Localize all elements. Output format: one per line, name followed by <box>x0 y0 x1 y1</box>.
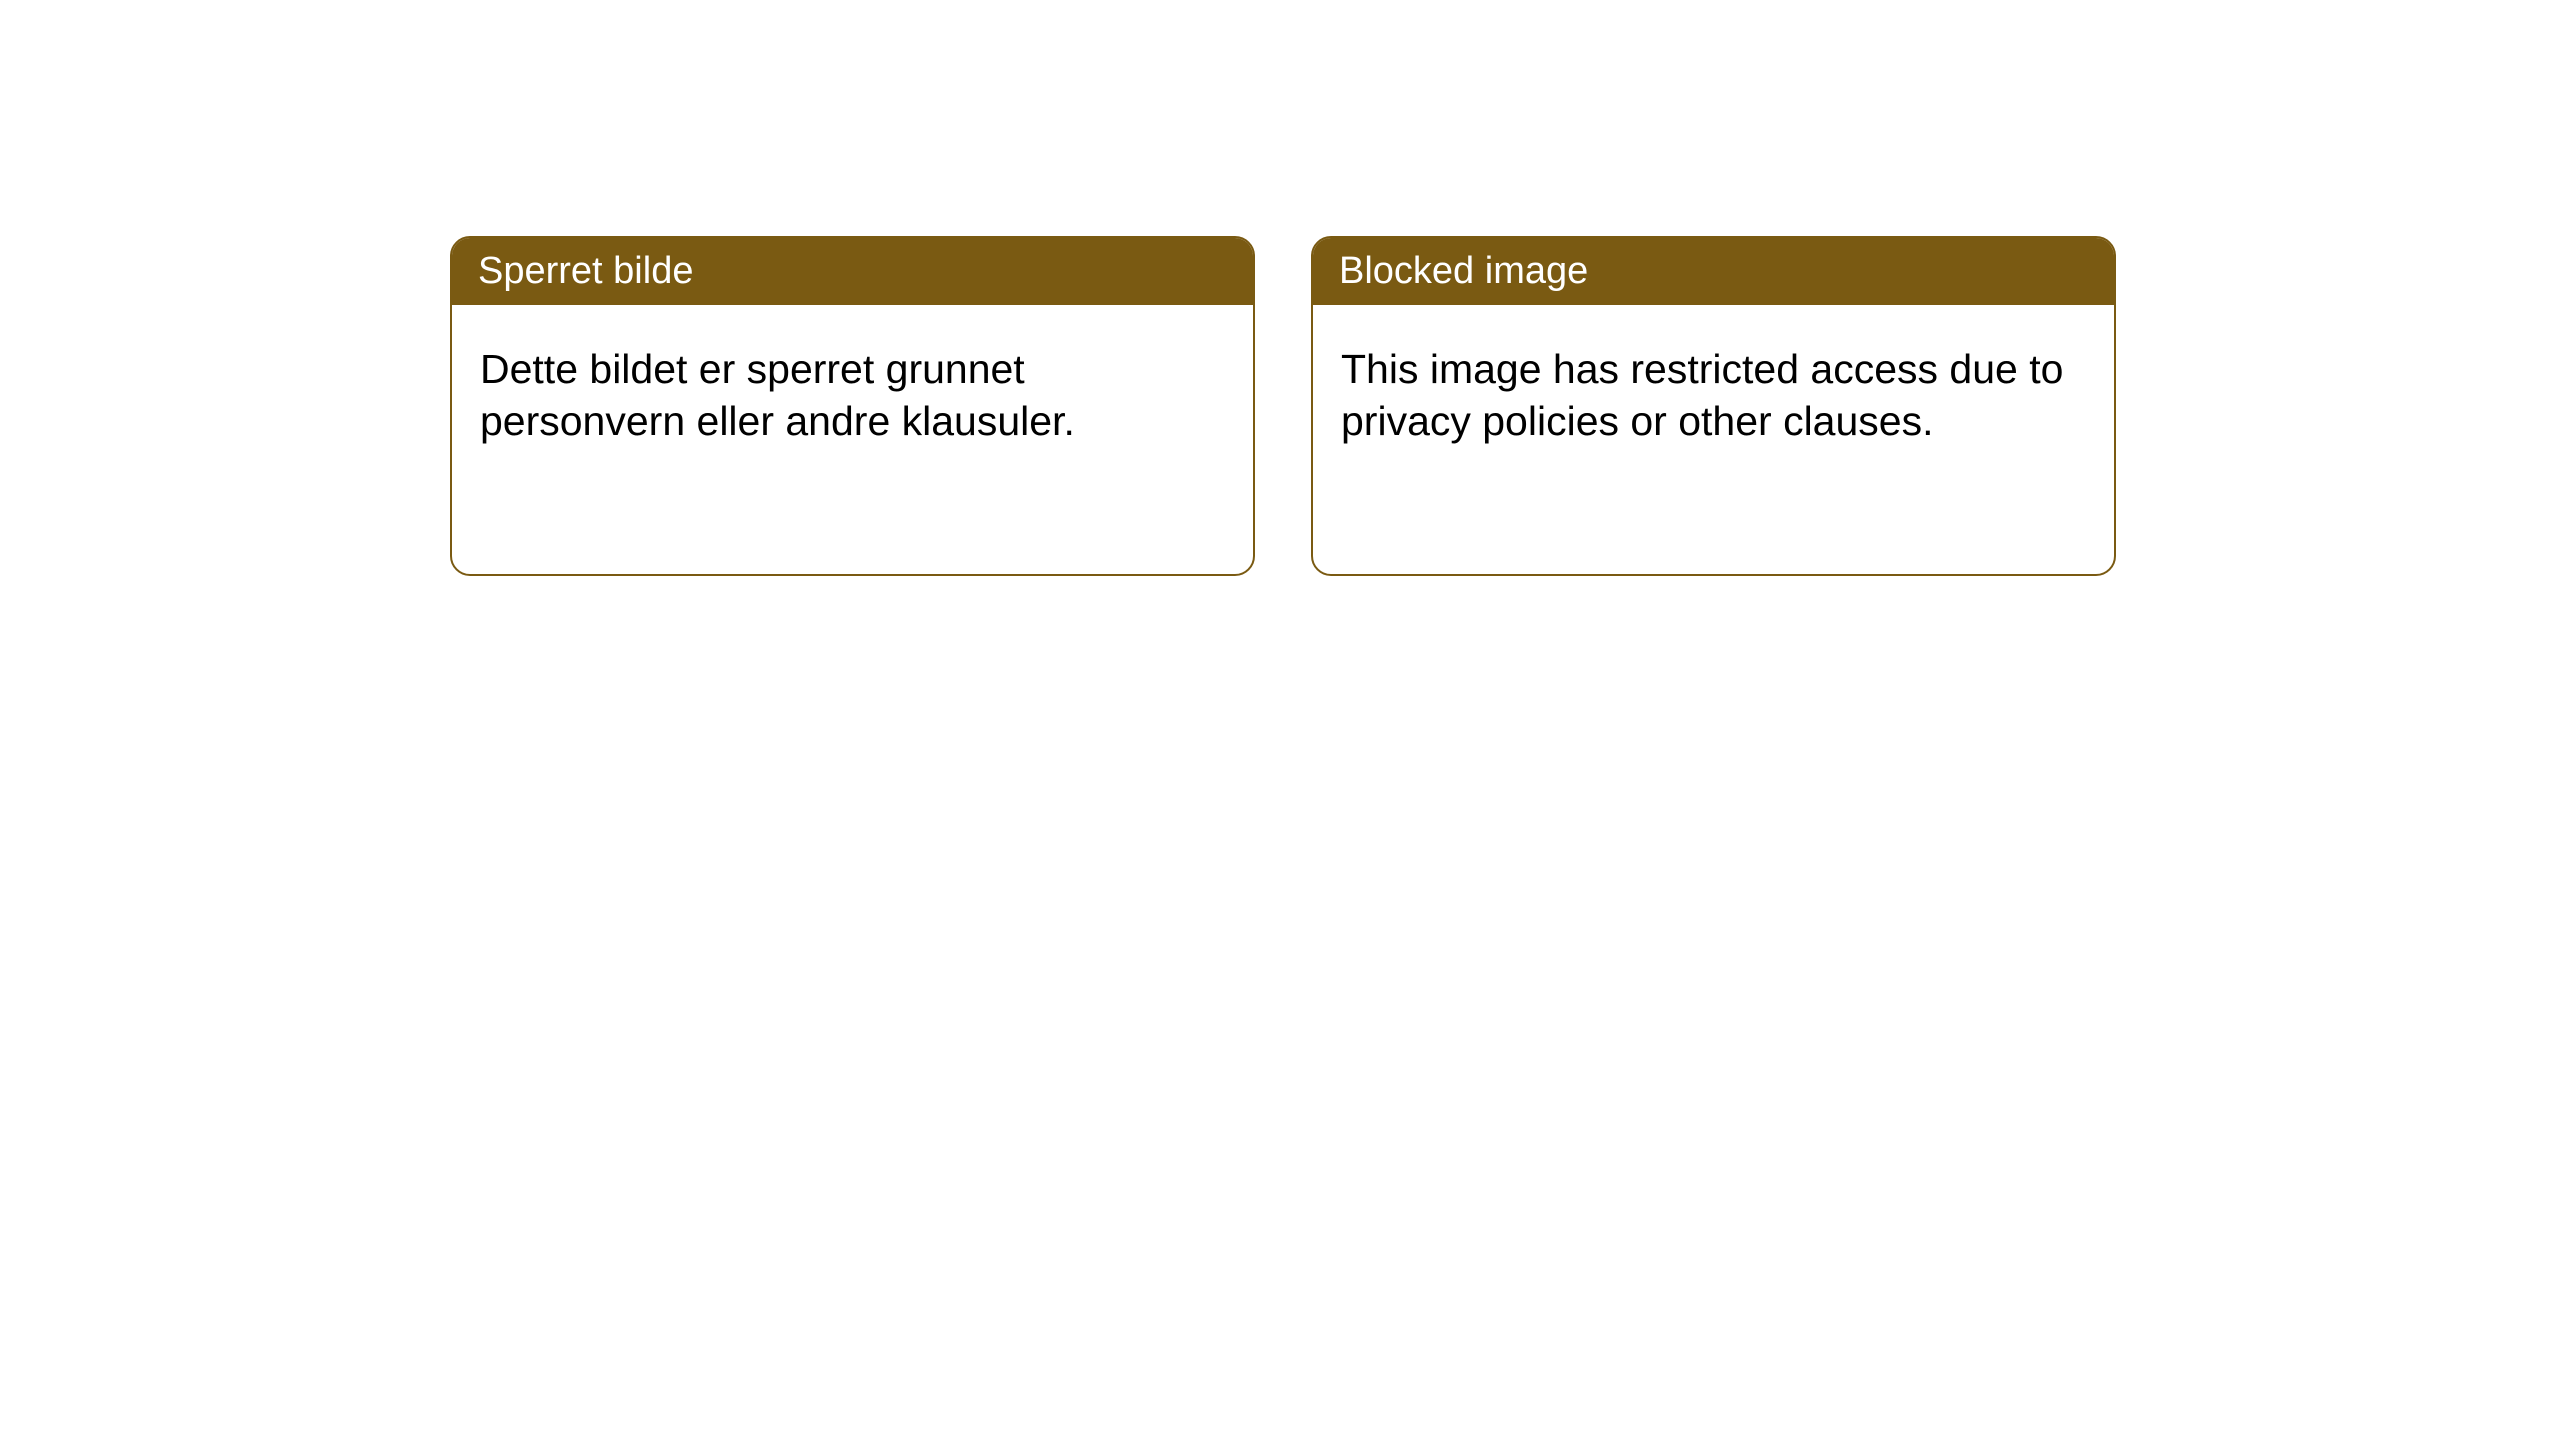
blocked-image-card-en: Blocked image This image has restricted … <box>1311 236 2116 576</box>
card-body-no: Dette bildet er sperret grunnet personve… <box>452 305 1253 486</box>
blocked-image-card-no: Sperret bilde Dette bildet er sperret gr… <box>450 236 1255 576</box>
card-header-no: Sperret bilde <box>452 238 1253 305</box>
blocked-image-cards: Sperret bilde Dette bildet er sperret gr… <box>0 0 2560 576</box>
card-header-en: Blocked image <box>1313 238 2114 305</box>
card-body-en: This image has restricted access due to … <box>1313 305 2114 486</box>
